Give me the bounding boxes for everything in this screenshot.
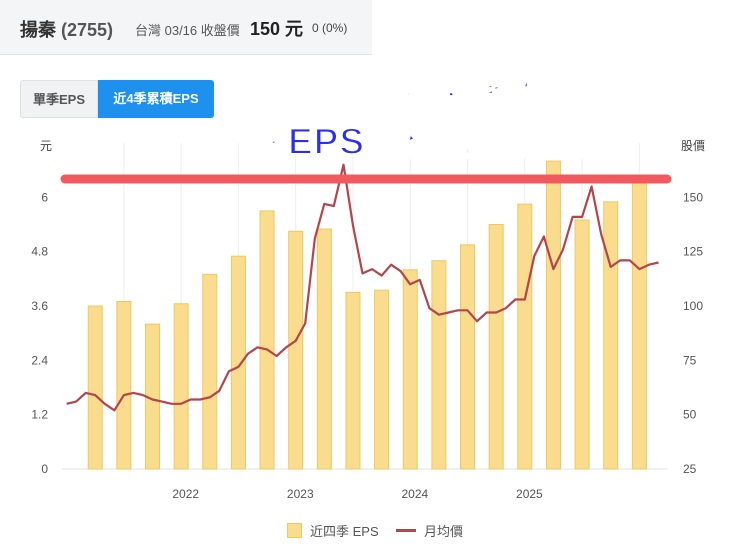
tab-quarterly-eps[interactable]: 單季EPS	[20, 80, 98, 118]
x-tick-2025: 2025	[516, 487, 543, 501]
eps-bar	[488, 224, 504, 470]
close-price: 150 元	[250, 19, 304, 39]
y-left-tick-3: 3.6	[31, 299, 48, 313]
market-date: 台灣 03/16 收盤價	[135, 23, 240, 38]
eps-bar	[259, 210, 275, 470]
eps-bar	[603, 201, 619, 470]
eps-bar	[431, 260, 447, 470]
legend-item-price[interactable]: 月均價	[396, 521, 463, 540]
y-right-tick-4: 125	[683, 245, 703, 259]
eps-bar	[288, 230, 304, 470]
eps-bar	[345, 291, 361, 470]
eps-bar	[517, 203, 533, 470]
legend-price-label: 月均價	[424, 524, 464, 539]
eps-bar	[374, 289, 390, 470]
stock-name: 揚秦 (2755)	[20, 16, 113, 42]
overlay-caption-line-2: 季EPS同樣創下新高	[249, 120, 594, 163]
x-tick-2022: 2022	[172, 487, 199, 501]
price-line	[66, 163, 659, 412]
eps-bar	[631, 178, 647, 470]
stock-name-text: 揚秦	[20, 20, 56, 40]
tab-trailing-4q-eps[interactable]: 近4季累積EPS	[98, 80, 214, 118]
x-tick-2023: 2023	[287, 487, 314, 501]
legend-line-swatch	[396, 529, 416, 532]
stock-header: 揚秦 (2755) 台灣 03/16 收盤價 150 元 0 (0%)	[0, 0, 372, 55]
y-left-tick-0: 0	[41, 462, 48, 476]
price-change: 0 (0%)	[312, 21, 348, 35]
eps-bar	[116, 300, 132, 470]
y-right-tick-1: 50	[683, 408, 697, 422]
overlay-caption-line-1: 不止是營收，累積四	[251, 66, 594, 109]
y-left-tick-5: 6	[41, 190, 48, 204]
y-left-tick-2: 2.4	[31, 353, 48, 367]
y-right-tick-2: 75	[683, 353, 697, 367]
eps-bar	[460, 244, 476, 470]
eps-bar	[316, 228, 332, 470]
y-right-tick-5: 150	[683, 190, 703, 204]
legend-item-eps[interactable]: 近四季 EPS	[287, 521, 379, 540]
y-right-unit: 股價	[681, 139, 705, 153]
stock-code: (2755)	[61, 20, 114, 40]
y-right-tick-3: 100	[683, 299, 703, 313]
y-left-tick-1: 1.2	[31, 408, 48, 422]
x-tick-2024: 2024	[401, 487, 428, 501]
y-left-tick-4: 4.8	[31, 245, 48, 259]
eps-bar	[574, 219, 590, 470]
eps-bar	[202, 273, 218, 470]
y-left-unit: 元	[40, 139, 52, 153]
eps-bar	[402, 269, 418, 470]
y-right-tick-0: 25	[683, 462, 697, 476]
legend-bar-swatch	[287, 523, 302, 538]
eps-bar	[230, 255, 246, 470]
eps-bar	[173, 303, 189, 470]
eps-bar	[87, 305, 103, 470]
eps-bar	[545, 160, 561, 470]
legend-eps-label: 近四季 EPS	[310, 524, 379, 539]
